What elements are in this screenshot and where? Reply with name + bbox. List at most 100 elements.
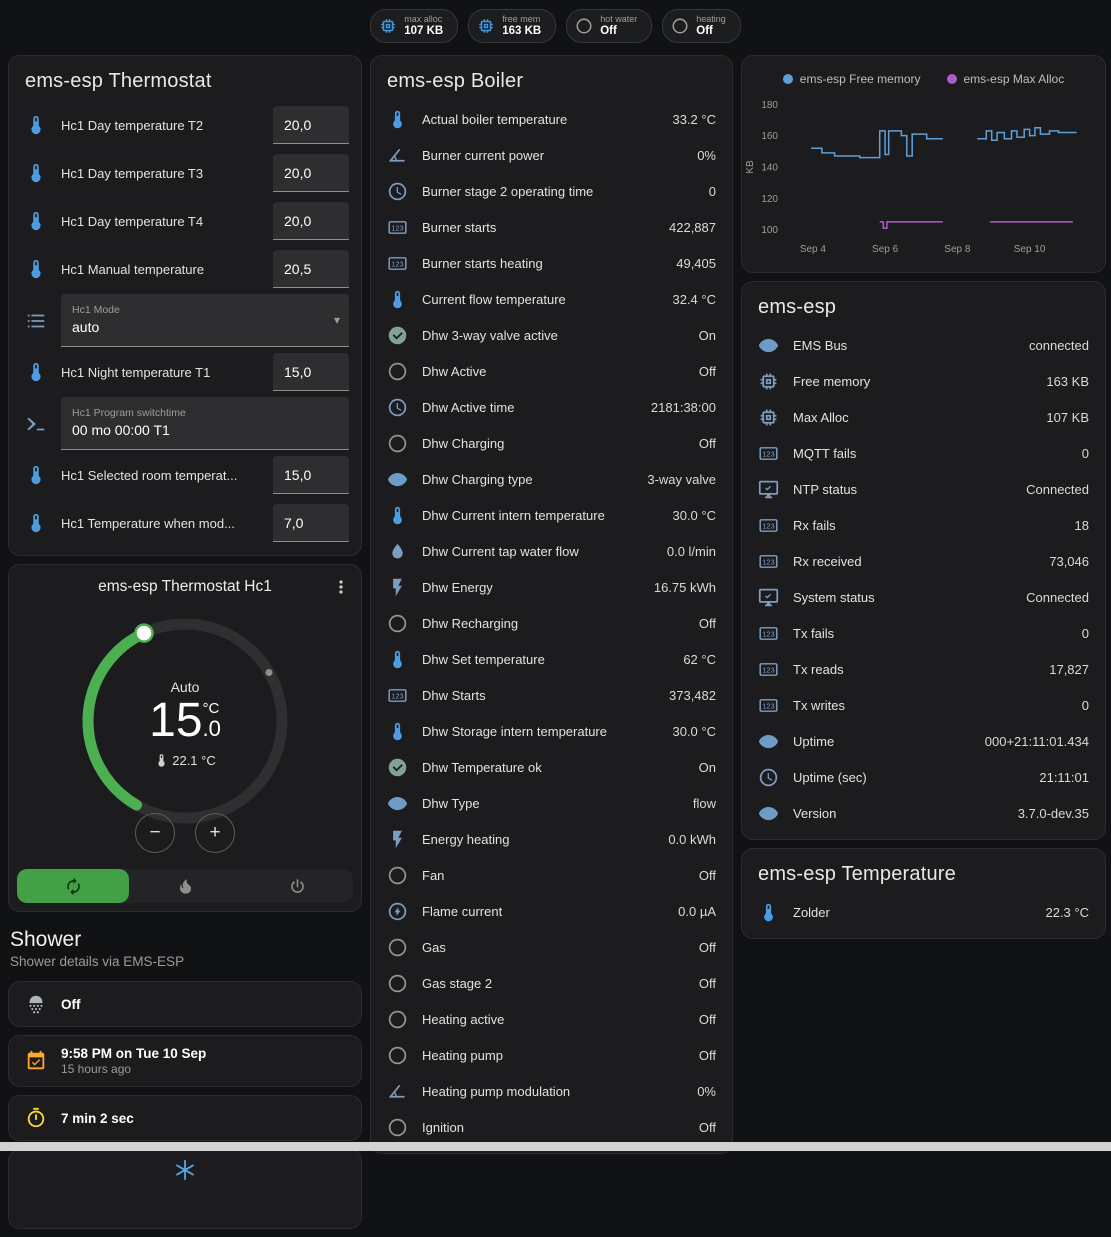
entity-row[interactable]: Hc1 Manual temperature 20,5 [9, 245, 361, 293]
svg-text:123: 123 [762, 701, 774, 710]
entity-row[interactable]: Dhw Active Off [371, 353, 732, 389]
entity-row[interactable]: Dhw Active time 2181:38:00 [371, 389, 732, 425]
entity-row[interactable]: Dhw Set temperature 62 °C [371, 641, 732, 677]
entity-row[interactable]: 123 Dhw Starts 373,482 [371, 677, 732, 713]
chip-label: heating [696, 13, 726, 24]
entity-row[interactable]: Max Alloc 107 KB [742, 399, 1105, 435]
bottom-scrollbar[interactable] [0, 1142, 1111, 1151]
entity-row[interactable]: Dhw Current intern temperature 30.0 °C [371, 497, 732, 533]
entity-row[interactable]: Dhw Energy 16.75 kWh [371, 569, 732, 605]
entity-row[interactable]: 123 Rx received 73,046 [742, 543, 1105, 579]
number-input[interactable]: 20,0 [273, 106, 349, 144]
dial-knob[interactable] [134, 623, 154, 643]
legend-item[interactable]: ems-esp Free memory [782, 72, 921, 86]
number-input[interactable]: 20,0 [273, 202, 349, 240]
number-input[interactable]: 20,5 [273, 250, 349, 288]
entity-row[interactable]: Hc1 Temperature when mod... 7,0 [9, 499, 361, 547]
entity-row[interactable]: Actual boiler temperature 33.2 °C [371, 101, 732, 137]
entity-row[interactable]: 123 Tx fails 0 [742, 615, 1105, 651]
entity-row[interactable]: Free memory 163 KB [742, 363, 1105, 399]
svg-text:123: 123 [762, 521, 774, 530]
entity-row[interactable]: Dhw Current tap water flow 0.0 l/min [371, 533, 732, 569]
entity-row[interactable]: Gas stage 2 Off [371, 965, 732, 1001]
entity-row[interactable]: Heating active Off [371, 1001, 732, 1037]
entity-row[interactable]: Uptime (sec) 21:11:01 [742, 759, 1105, 795]
entity-row[interactable]: 123 Burner starts heating 49,405 [371, 245, 732, 281]
entity-row[interactable]: Uptime 000+21:11:01.434 [742, 723, 1105, 759]
entity-row[interactable]: Energy heating 0.0 kWh [371, 821, 732, 857]
entity-row[interactable]: Heating pump Off [371, 1037, 732, 1073]
entity-row[interactable]: Dhw Recharging Off [371, 605, 732, 641]
status-chip[interactable]: heating Off [662, 9, 741, 43]
section-subtitle-shower: Shower details via EMS-ESP [10, 954, 185, 969]
entity-row[interactable]: System status Connected [742, 579, 1105, 615]
entity-row[interactable]: Fan Off [371, 857, 732, 893]
status-chip[interactable]: free mem 163 KB [468, 9, 557, 43]
entity-row[interactable]: Dhw 3-way valve active On [371, 317, 732, 353]
text-field[interactable]: Hc1 Program switchtime 00 mo 00:00 T1 [61, 397, 349, 450]
dots-vertical-icon[interactable] [331, 577, 351, 597]
entity-row[interactable]: Flame current 0.0 µA [371, 893, 732, 929]
entity-label: Fan [422, 867, 445, 883]
mode-heat-button[interactable] [129, 869, 241, 903]
entity-row[interactable]: Hc1 Selected room temperat... 15,0 [9, 451, 361, 499]
circle-icon [387, 613, 408, 634]
entity-row[interactable]: Dhw Temperature ok On [371, 749, 732, 785]
entity-row[interactable]: Ignition Off [371, 1109, 732, 1145]
entity-row[interactable]: Hc1 Day temperature T3 20,0 [9, 149, 361, 197]
entity-row[interactable]: Dhw Charging Off [371, 425, 732, 461]
thermometer-icon [25, 210, 47, 232]
entity-label: Dhw Current tap water flow [422, 543, 579, 559]
entity-row[interactable]: Hc1 Day temperature T4 20,0 [9, 197, 361, 245]
temp-decrease-button[interactable]: − [135, 813, 175, 853]
entity-row[interactable]: 123 MQTT fails 0 [742, 435, 1105, 471]
status-chip[interactable]: hot water Off [566, 9, 653, 43]
entity-row[interactable]: Zolder 22.3 °C [742, 894, 1105, 930]
entity-row[interactable]: Current flow temperature 32.4 °C [371, 281, 732, 317]
entity-row[interactable]: 123 Tx writes 0 [742, 687, 1105, 723]
entity-row[interactable]: 123 Tx reads 17,827 [742, 651, 1105, 687]
chevron-down-icon: ▾ [333, 313, 340, 327]
entity-value: 22.3 °C [1045, 904, 1089, 920]
select-field[interactable]: Hc1 Mode auto ▾ [61, 294, 349, 347]
entity-row[interactable]: Dhw Storage intern temperature 30.0 °C [371, 713, 732, 749]
status-chip[interactable]: max alloc 107 KB [370, 9, 459, 43]
entity-row[interactable]: 123 Burner starts 422,887 [371, 209, 732, 245]
entity-row[interactable]: Gas Off [371, 929, 732, 965]
entity-label: Gas [422, 939, 446, 955]
entity-row[interactable]: Version 3.7.0-dev.35 [742, 795, 1105, 831]
entity-label: Gas stage 2 [422, 975, 493, 991]
thermometer-icon [387, 109, 408, 130]
number-input[interactable]: 15,0 [273, 456, 349, 494]
number-input[interactable]: 20,0 [273, 154, 349, 192]
entity-row[interactable]: Dhw Charging type 3-way valve [371, 461, 732, 497]
number-input[interactable]: 7,0 [273, 504, 349, 542]
entity-row[interactable]: NTP status Connected [742, 471, 1105, 507]
legend-item[interactable]: ems-esp Max Alloc [946, 72, 1064, 86]
temp-increase-button[interactable]: + [195, 813, 235, 853]
thermometer-icon [154, 753, 169, 768]
entity-row[interactable]: 123 Rx fails 18 [742, 507, 1105, 543]
entity-row[interactable]: 9:58 PM on Tue 10 Sep 15 hours ago [9, 1036, 361, 1086]
entity-value: Off [698, 435, 716, 451]
entity-row[interactable]: Dhw Type flow [371, 785, 732, 821]
cold-water-card[interactable] [8, 1149, 362, 1229]
entity-row[interactable]: EMS Bus connected [742, 327, 1105, 363]
entity-row[interactable]: Burner current power 0% [371, 137, 732, 173]
dial-ring[interactable] [70, 606, 300, 836]
mode-off-button[interactable] [241, 869, 353, 903]
entity-row[interactable]: Heating pump modulation 0% [371, 1073, 732, 1109]
mode-auto-button[interactable] [17, 869, 129, 903]
entity-label: Hc1 Manual temperature [61, 261, 205, 277]
chip-label: hot water [600, 13, 638, 24]
entity-row[interactable]: Hc1 Day temperature T2 20,0 [9, 101, 361, 149]
entity-row[interactable]: Burner stage 2 operating time 0 [371, 173, 732, 209]
entity-row[interactable]: Hc1 Program switchtime 00 mo 00:00 T1 [9, 396, 361, 451]
entity-row[interactable]: Hc1 Night temperature T1 15,0 [9, 348, 361, 396]
counter-icon: 123 [758, 623, 779, 644]
entity-label: Hc1 Day temperature T3 [61, 165, 204, 181]
entity-row[interactable]: Off [9, 982, 361, 1026]
entity-row[interactable]: 7 min 2 sec [9, 1096, 361, 1140]
entity-row[interactable]: Hc1 Mode auto ▾ [9, 293, 361, 348]
number-input[interactable]: 15,0 [273, 353, 349, 391]
